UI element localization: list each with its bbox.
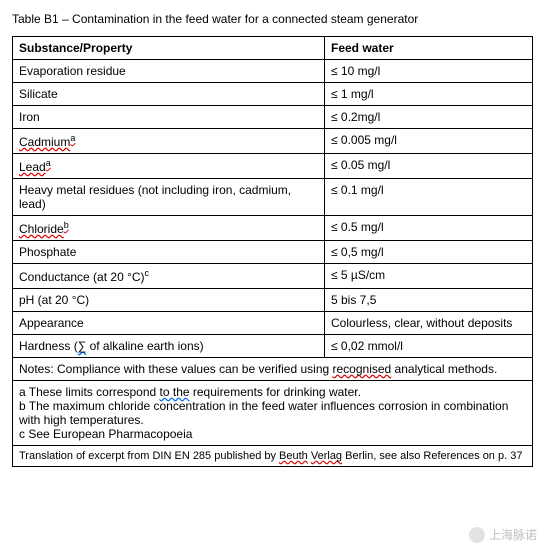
table-row: Hardness (∑ of alkaline earth ions) ≤ 0,… bbox=[13, 335, 533, 358]
notes-text: analytical methods. bbox=[391, 362, 497, 376]
table-row: Iron ≤ 0.2mg/l bbox=[13, 106, 533, 129]
header-feedwater: Feed water bbox=[325, 37, 533, 60]
table-row: Heavy metal residues (not including iron… bbox=[13, 179, 533, 216]
footnote-a: a These limits correspond to the require… bbox=[19, 385, 526, 399]
cell-value: ≤ 0,02 mmol/l bbox=[325, 335, 533, 358]
cell-substance: Hardness (∑ of alkaline earth ions) bbox=[13, 335, 325, 358]
table-row: Leada ≤ 0.05 mg/l bbox=[13, 154, 533, 179]
cell-value: Colourless, clear, without deposits bbox=[325, 312, 533, 335]
cell-value: ≤ 0.05 mg/l bbox=[325, 154, 533, 179]
cell-substance: Leada bbox=[13, 154, 325, 179]
contamination-table: Substance/Property Feed water Evaporatio… bbox=[12, 36, 533, 467]
header-substance: Substance/Property bbox=[13, 37, 325, 60]
cell-value: ≤ 0.5 mg/l bbox=[325, 216, 533, 241]
table-row: Chlorideb ≤ 0.5 mg/l bbox=[13, 216, 533, 241]
footnote-c: c See European Pharmacopoeia bbox=[19, 427, 526, 441]
translation-cell: Translation of excerpt from DIN EN 285 p… bbox=[13, 446, 533, 467]
table-caption: Table B1 – Contamination in the feed wat… bbox=[12, 12, 533, 26]
watermark-text: 上海脉诺 bbox=[489, 526, 537, 543]
translation-text: Berlin, see also References on p. 37 bbox=[342, 450, 522, 462]
footnote-ref: c bbox=[145, 268, 150, 278]
cell-substance: Evaporation residue bbox=[13, 60, 325, 83]
spellcheck-text: Chloride bbox=[19, 222, 64, 236]
table-translation-row: Translation of excerpt from DIN EN 285 p… bbox=[13, 446, 533, 467]
cell-value: ≤ 5 µS/cm bbox=[325, 264, 533, 289]
footnote-text: requirements for drinking water. bbox=[190, 385, 361, 399]
cell-substance: Appearance bbox=[13, 312, 325, 335]
watermark: 上海脉诺 bbox=[469, 526, 537, 543]
table-footnotes-row: a These limits correspond to the require… bbox=[13, 381, 533, 446]
table-notes-row: Notes: Compliance with these values can … bbox=[13, 358, 533, 381]
table-row: Evaporation residue ≤ 10 mg/l bbox=[13, 60, 533, 83]
table-header-row: Substance/Property Feed water bbox=[13, 37, 533, 60]
cell-value: ≤ 0,5 mg/l bbox=[325, 241, 533, 264]
cell-value: ≤ 10 mg/l bbox=[325, 60, 533, 83]
footnote-ref: a bbox=[70, 133, 75, 143]
footnote-ref: b bbox=[64, 220, 69, 230]
footnote-ref: a bbox=[46, 158, 51, 168]
table-row: pH (at 20 °C) 5 bis 7,5 bbox=[13, 289, 533, 312]
cell-substance: Silicate bbox=[13, 83, 325, 106]
spellcheck-text: Cadmium bbox=[19, 135, 70, 149]
cell-value: ≤ 1 mg/l bbox=[325, 83, 533, 106]
notes-text: Notes: Compliance with these values can … bbox=[19, 362, 333, 376]
spellcheck-text: Beuth bbox=[279, 450, 308, 462]
cell-value: ≤ 0.1 mg/l bbox=[325, 179, 533, 216]
table-row: Conductance (at 20 °C)c ≤ 5 µS/cm bbox=[13, 264, 533, 289]
cell-substance: Phosphate bbox=[13, 241, 325, 264]
cell-value: 5 bis 7,5 bbox=[325, 289, 533, 312]
cell-substance: Iron bbox=[13, 106, 325, 129]
footnotes-cell: a These limits correspond to the require… bbox=[13, 381, 533, 446]
table-row: Phosphate ≤ 0,5 mg/l bbox=[13, 241, 533, 264]
cell-substance: Conductance (at 20 °C)c bbox=[13, 264, 325, 289]
table-row: Appearance Colourless, clear, without de… bbox=[13, 312, 533, 335]
table-row: Silicate ≤ 1 mg/l bbox=[13, 83, 533, 106]
notes-cell: Notes: Compliance with these values can … bbox=[13, 358, 533, 381]
cell-value: ≤ 0.2mg/l bbox=[325, 106, 533, 129]
grammar-text: to the bbox=[160, 385, 190, 399]
cell-value: ≤ 0.005 mg/l bbox=[325, 129, 533, 154]
spellcheck-text: Verlag bbox=[311, 450, 342, 462]
cell-substance: Heavy metal residues (not including iron… bbox=[13, 179, 325, 216]
cell-text: Conductance (at 20 °C) bbox=[19, 270, 145, 284]
cell-substance: Chlorideb bbox=[13, 216, 325, 241]
translation-text: Translation of excerpt from DIN EN 285 p… bbox=[19, 450, 279, 462]
spellcheck-text: recognised bbox=[333, 362, 392, 376]
cell-substance: pH (at 20 °C) bbox=[13, 289, 325, 312]
grammar-text: ∑ bbox=[78, 339, 87, 353]
table-row: Cadmiuma ≤ 0.005 mg/l bbox=[13, 129, 533, 154]
cell-substance: Cadmiuma bbox=[13, 129, 325, 154]
spellcheck-text: Lead bbox=[19, 160, 46, 174]
footnote-text: a These limits correspond bbox=[19, 385, 160, 399]
watermark-icon bbox=[469, 527, 485, 543]
cell-text: of alkaline earth ions) bbox=[86, 339, 203, 353]
footnote-b: b The maximum chloride concentration in … bbox=[19, 399, 526, 427]
cell-text: Hardness ( bbox=[19, 339, 78, 353]
